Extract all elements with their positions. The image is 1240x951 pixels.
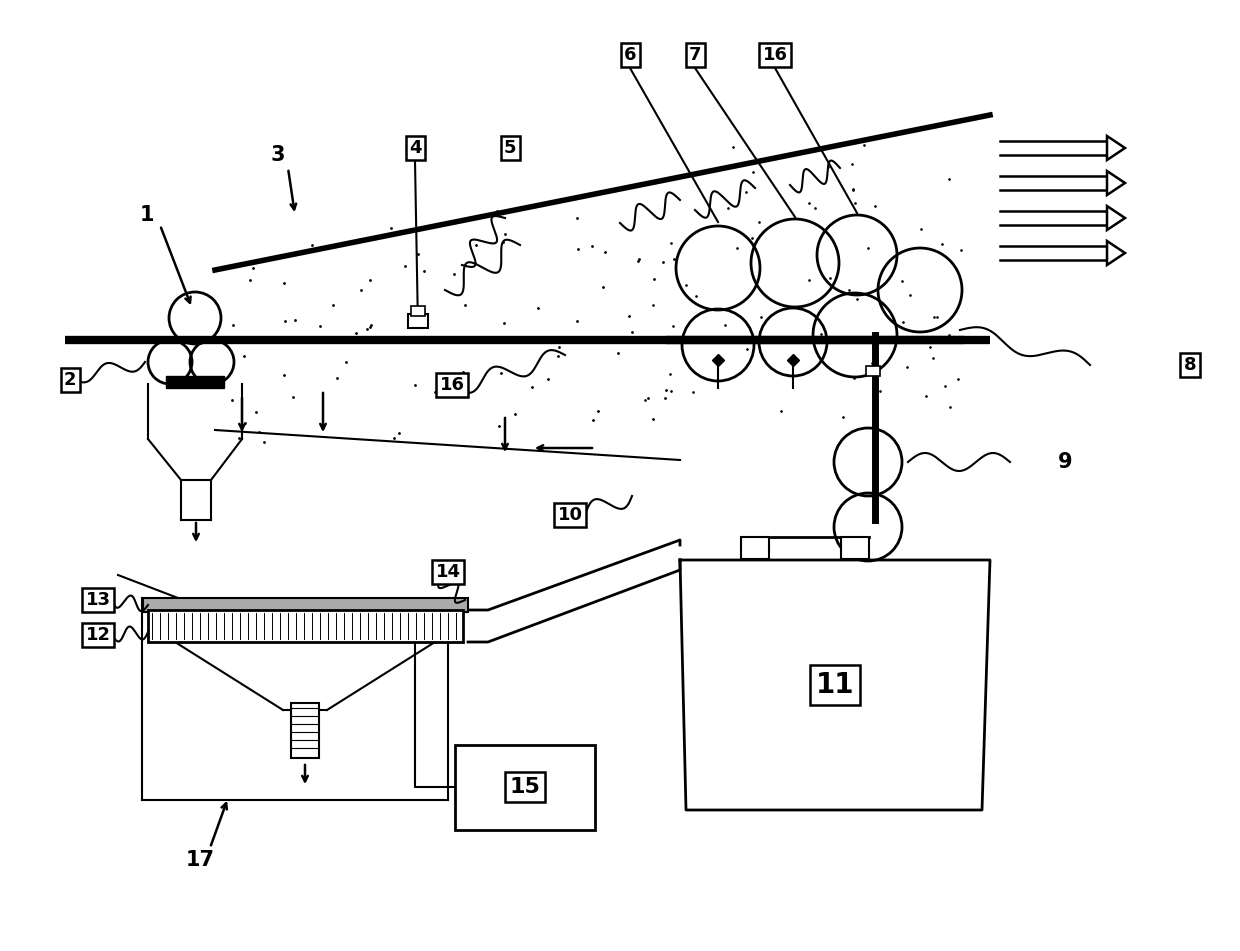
Polygon shape <box>1107 206 1125 230</box>
Bar <box>408 314 428 328</box>
Text: 4: 4 <box>409 139 422 157</box>
Text: 11: 11 <box>816 671 854 699</box>
Bar <box>148 610 463 642</box>
Bar <box>866 366 880 376</box>
Text: 10: 10 <box>558 506 583 524</box>
Text: 3: 3 <box>270 145 285 165</box>
Text: 17: 17 <box>186 850 215 870</box>
Text: 5: 5 <box>503 139 516 157</box>
Text: 1: 1 <box>140 205 154 225</box>
Text: 8: 8 <box>1184 356 1197 374</box>
Text: 9: 9 <box>1058 452 1073 472</box>
Polygon shape <box>1107 136 1125 160</box>
Polygon shape <box>1107 171 1125 195</box>
Text: 7: 7 <box>688 46 702 64</box>
Bar <box>841 537 869 559</box>
Bar <box>455 745 595 830</box>
Text: 14: 14 <box>435 563 460 581</box>
Text: 16: 16 <box>763 46 787 64</box>
Text: 13: 13 <box>86 591 110 609</box>
Text: 6: 6 <box>624 46 636 64</box>
Bar <box>291 703 319 758</box>
Text: 16: 16 <box>439 376 465 394</box>
Polygon shape <box>1107 241 1125 265</box>
Bar <box>143 598 467 612</box>
Text: 12: 12 <box>86 626 110 644</box>
Bar <box>166 376 224 388</box>
Text: 2: 2 <box>63 371 76 389</box>
Bar <box>410 306 425 316</box>
Bar <box>742 537 769 559</box>
Text: 15: 15 <box>510 777 541 797</box>
